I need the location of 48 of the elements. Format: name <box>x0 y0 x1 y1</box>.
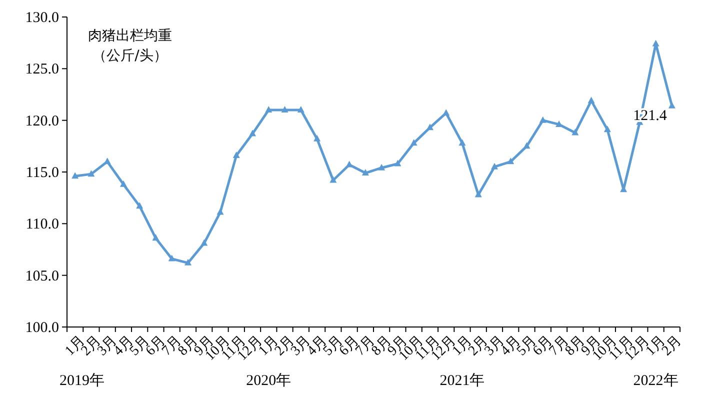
text: 2021年 <box>440 372 485 389</box>
point <box>362 169 369 176</box>
point <box>314 134 321 142</box>
point <box>297 106 304 112</box>
point <box>442 109 450 116</box>
point <box>474 190 482 198</box>
point <box>426 124 434 130</box>
point <box>216 208 224 215</box>
point <box>249 130 256 136</box>
point <box>346 160 353 168</box>
point <box>184 258 192 266</box>
point <box>588 96 595 104</box>
text: （公斤/头） <box>92 48 168 64</box>
point <box>120 180 127 187</box>
point <box>200 239 208 246</box>
point <box>572 128 579 136</box>
point <box>507 158 514 164</box>
point <box>330 176 337 183</box>
point <box>104 158 111 164</box>
point <box>604 126 611 132</box>
text: 2019年 <box>60 372 104 389</box>
y-tick-label: 120.0 <box>25 113 59 130</box>
point <box>378 164 386 170</box>
point <box>281 106 288 112</box>
y-tick-label: 115.0 <box>26 165 59 181</box>
text: 肉猪出栏均重 <box>88 28 172 44</box>
point <box>88 170 95 177</box>
y-tick-label: 100.0 <box>25 320 59 336</box>
point <box>539 116 546 123</box>
point <box>265 106 272 112</box>
y-tick-label: 110.0 <box>26 216 59 233</box>
y-tick-label: 130.0 <box>25 10 59 26</box>
point <box>490 162 498 170</box>
text: 2022年 <box>633 372 678 389</box>
point <box>168 254 176 262</box>
point <box>458 139 466 146</box>
point <box>232 151 240 158</box>
point <box>72 172 79 179</box>
y-tick-label: 105.0 <box>25 268 59 284</box>
point <box>394 160 402 166</box>
y-tick-label: 125.0 <box>25 62 59 78</box>
point <box>523 142 530 149</box>
text: 2020年 <box>246 372 292 389</box>
point <box>136 202 144 209</box>
point <box>152 234 160 241</box>
point <box>668 102 676 108</box>
point <box>652 40 660 46</box>
point <box>410 139 418 146</box>
